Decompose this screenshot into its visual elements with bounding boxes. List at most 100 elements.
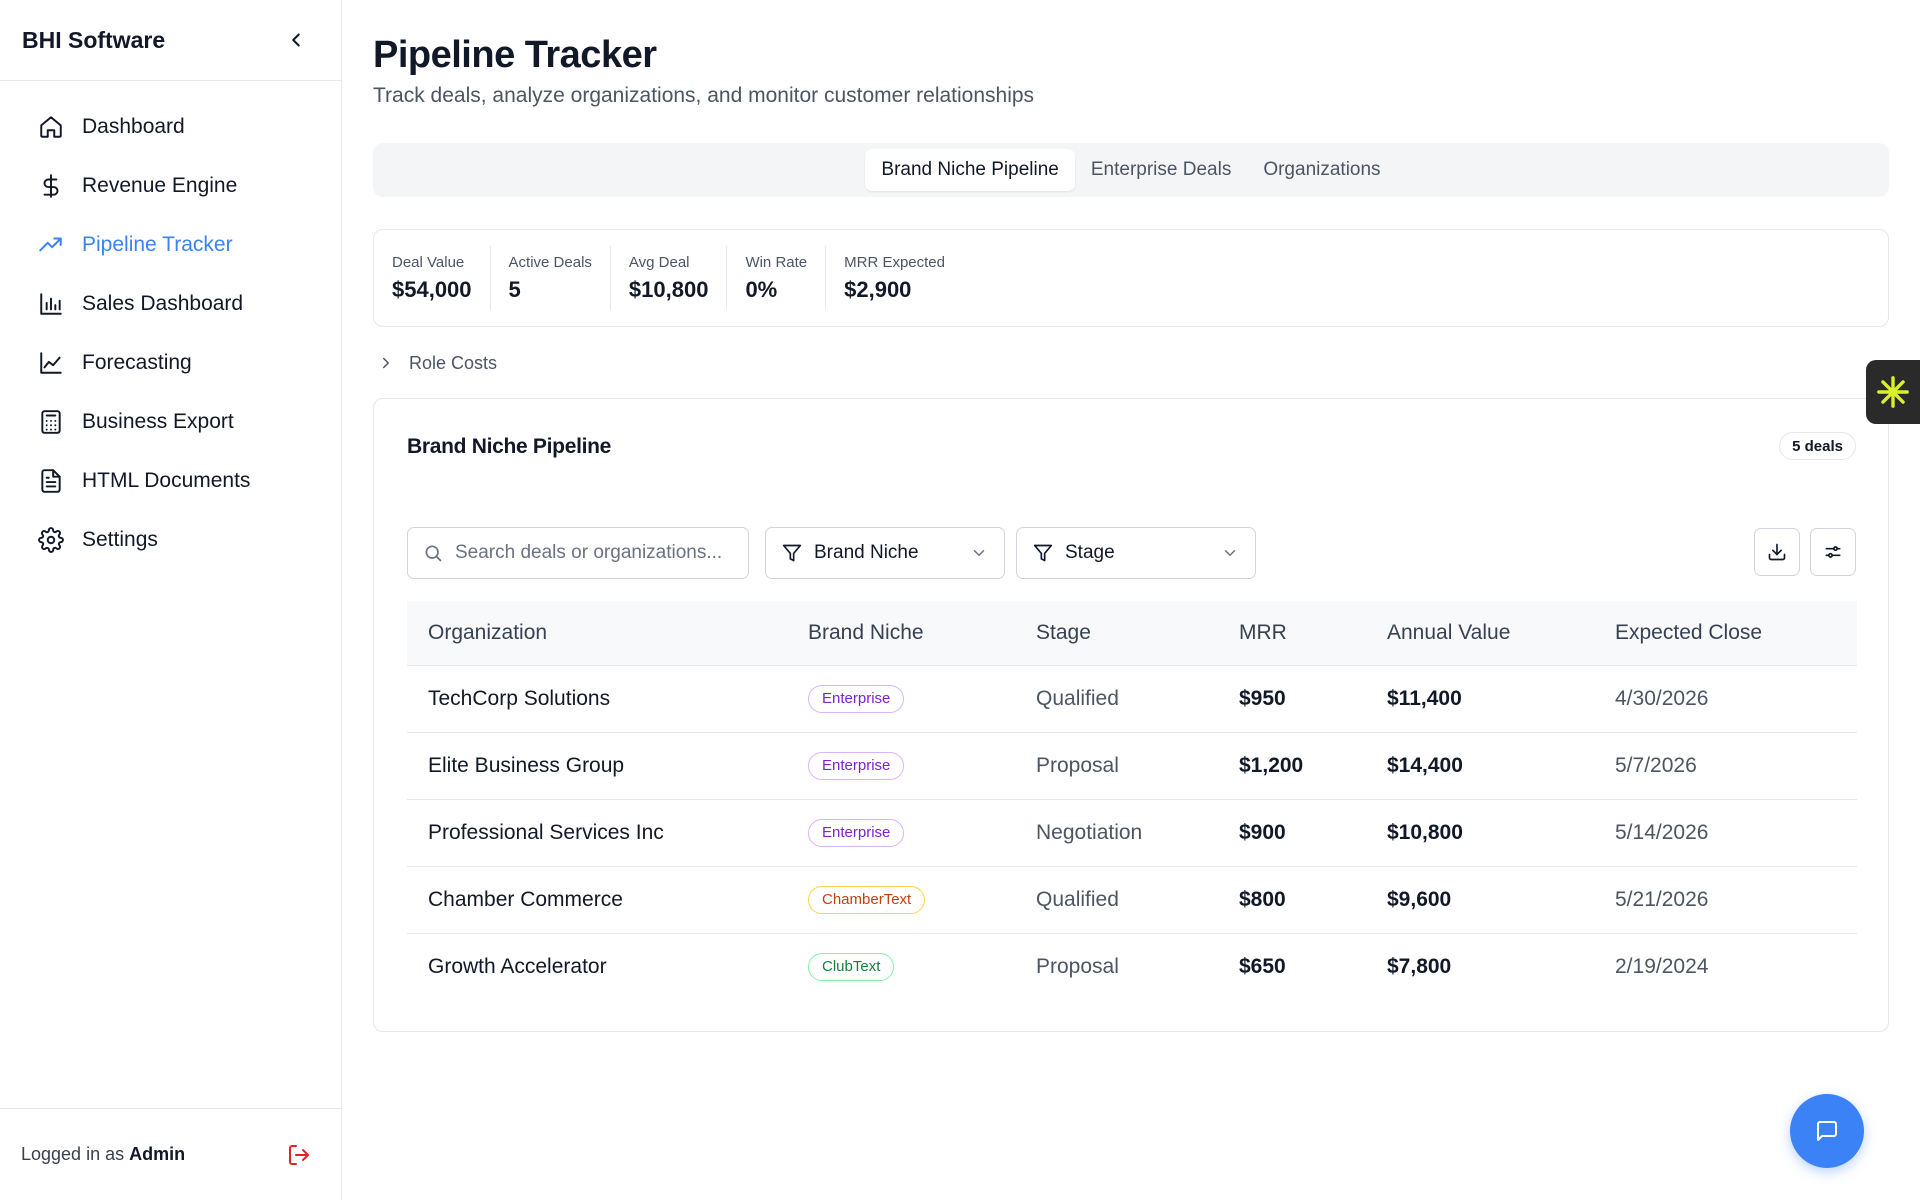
tab-organizations[interactable]: Organizations	[1263, 159, 1381, 180]
sidebar-footer: Logged in as Admin	[0, 1108, 341, 1200]
sidebar-item-html-documents[interactable]: HTML Documents	[0, 451, 341, 510]
cell-expected-close: 2/19/2024	[1615, 954, 1709, 978]
sidebar-header: BHI Software	[0, 0, 341, 81]
sliders-icon	[1823, 542, 1843, 562]
file-text-icon	[38, 468, 64, 494]
column-settings-button[interactable]	[1810, 528, 1856, 576]
table-row[interactable]: Professional Services Inc Enterprise Neg…	[407, 799, 1857, 867]
page-subtitle: Track deals, analyze organizations, and …	[373, 84, 1035, 107]
cell-annual-value: $9,600	[1366, 866, 1594, 934]
table-row[interactable]: TechCorp Solutions Enterprise Qualified …	[407, 665, 1857, 733]
column-header-brand-niche[interactable]: Brand Niche	[787, 601, 1015, 666]
sidebar-item-business-export[interactable]: Business Export	[0, 392, 341, 451]
stage-filter[interactable]: Stage	[1016, 527, 1256, 579]
chat-button[interactable]	[1790, 1094, 1864, 1168]
chevron-right-icon	[377, 354, 397, 372]
bar-chart-icon	[38, 291, 64, 317]
download-icon	[1767, 542, 1787, 562]
stage-filter-label: Stage	[1065, 542, 1115, 563]
tab-enterprise-deals[interactable]: Enterprise Deals	[1090, 159, 1232, 180]
kpi-value: 0%	[745, 276, 778, 302]
home-icon	[38, 114, 64, 140]
cell-organization: TechCorp Solutions	[407, 665, 787, 733]
card-title: Brand Niche Pipeline	[407, 435, 612, 458]
sidebar-item-pipeline-tracker[interactable]: Pipeline Tracker	[0, 215, 341, 274]
cell-stage: Negotiation	[1015, 799, 1218, 867]
cell-expected-close: 5/7/2026	[1594, 732, 1857, 800]
cell-annual-value: $10,800	[1366, 799, 1594, 867]
niche-badge: Enterprise	[808, 684, 905, 713]
column-header-annual-value[interactable]: Annual Value	[1366, 601, 1594, 666]
logout-icon[interactable]	[287, 1143, 311, 1167]
trending-up-icon	[38, 232, 64, 258]
cell-organization: Professional Services Inc	[407, 799, 787, 867]
cell-annual-value: $11,400	[1366, 665, 1594, 733]
sidebar-item-label: Settings	[82, 527, 158, 551]
table-row[interactable]: Chamber Commerce ChamberText Qualified $…	[407, 866, 1857, 934]
cell-stage: Proposal	[1015, 732, 1218, 800]
calculator-icon	[38, 409, 64, 435]
column-header-mrr[interactable]: MRR	[1218, 601, 1366, 666]
kpi-value: $10,800	[628, 276, 709, 302]
sidebar-item-forecasting[interactable]: Forecasting	[0, 333, 341, 392]
cell-organization: Growth Accelerator	[428, 954, 607, 978]
pipeline-table-card: Brand Niche Pipeline 5 deals Brand Niche…	[373, 398, 1889, 1032]
search-input-wrapper	[407, 527, 749, 579]
sidebar-item-label: Forecasting	[82, 350, 192, 374]
brand-niche-filter[interactable]: Brand Niche	[765, 527, 1005, 579]
pipeline-table: Organization Brand Niche Stage MRR Annua…	[407, 601, 1857, 1000]
cell-organization: Elite Business Group	[407, 732, 787, 800]
tab-bar: Brand Niche Pipeline Enterprise Deals Or…	[373, 143, 1889, 197]
kpi-win-rate: Win Rate 0%	[727, 246, 827, 310]
table-row[interactable]: Elite Business Group Enterprise Proposal…	[407, 732, 1857, 800]
sidebar-item-label: Revenue Engine	[82, 173, 238, 197]
column-header-organization[interactable]: Organization	[407, 601, 787, 666]
kpi-avg-deal: Avg Deal $10,800	[611, 246, 728, 310]
kpi-summary-card: Deal Value $54,000 Active Deals 5 Avg De…	[373, 229, 1889, 327]
asterisk-icon	[1876, 375, 1910, 409]
kpi-active-deals: Active Deals 5	[491, 246, 611, 310]
cell-mrr: $800	[1218, 866, 1366, 934]
kpi-mrr-expected: MRR Expected $2,900	[826, 246, 963, 310]
sidebar-item-sales-dashboard[interactable]: Sales Dashboard	[0, 274, 341, 333]
column-header-expected-close[interactable]: Expected Close	[1594, 601, 1857, 666]
sidebar-item-dashboard[interactable]: Dashboard	[0, 97, 341, 156]
chevron-down-icon	[1221, 544, 1239, 562]
tab-brand-niche-pipeline[interactable]: Brand Niche Pipeline	[865, 149, 1075, 191]
sidebar-item-settings[interactable]: Settings	[0, 510, 341, 569]
sidebar: BHI Software Dashboard Revenue Engine Pi…	[0, 0, 342, 1200]
download-button[interactable]	[1754, 528, 1800, 576]
cell-stage: Qualified	[1015, 866, 1218, 934]
kpi-label: Active Deals	[508, 253, 592, 271]
sidebar-item-revenue-engine[interactable]: Revenue Engine	[0, 156, 341, 215]
floating-widget-button[interactable]	[1866, 360, 1920, 424]
chevron-down-icon	[970, 544, 988, 562]
filter-icon	[1033, 543, 1053, 563]
kpi-label: Avg Deal	[628, 253, 690, 271]
role-costs-toggle[interactable]: Role Costs	[373, 350, 497, 376]
deals-count-badge: 5 deals	[1779, 432, 1856, 460]
role-costs-label: Role Costs	[409, 352, 498, 373]
logged-in-prefix: Logged in as	[21, 1144, 125, 1164]
sidebar-nav: Dashboard Revenue Engine Pipeline Tracke…	[0, 81, 341, 569]
table-header-row: Organization Brand Niche Stage MRR Annua…	[407, 601, 1857, 666]
cell-expected-close: 5/21/2026	[1594, 866, 1857, 934]
niche-badge: ClubText	[808, 952, 895, 981]
gear-icon	[38, 526, 64, 553]
logged-in-text: Logged in as Admin	[21, 1144, 185, 1165]
column-header-stage[interactable]: Stage	[1015, 601, 1218, 666]
brand-niche-filter-label: Brand Niche	[814, 542, 919, 563]
cell-stage: Qualified	[1015, 665, 1218, 733]
cell-annual-value: $14,400	[1366, 732, 1594, 800]
sidebar-item-label: Business Export	[82, 409, 234, 433]
kpi-label: Win Rate	[745, 253, 808, 271]
cell-mrr: $650	[1239, 954, 1286, 978]
niche-badge: Enterprise	[808, 751, 905, 780]
cell-organization: Chamber Commerce	[407, 866, 787, 934]
kpi-value: $2,900	[844, 276, 912, 302]
chevron-left-icon[interactable]	[281, 25, 311, 55]
table-row[interactable]: Growth Accelerator ClubText Proposal $65…	[407, 933, 1857, 1000]
sidebar-item-label: Pipeline Tracker	[82, 232, 233, 256]
sidebar-item-label: Sales Dashboard	[82, 291, 244, 315]
search-input[interactable]	[455, 542, 725, 564]
